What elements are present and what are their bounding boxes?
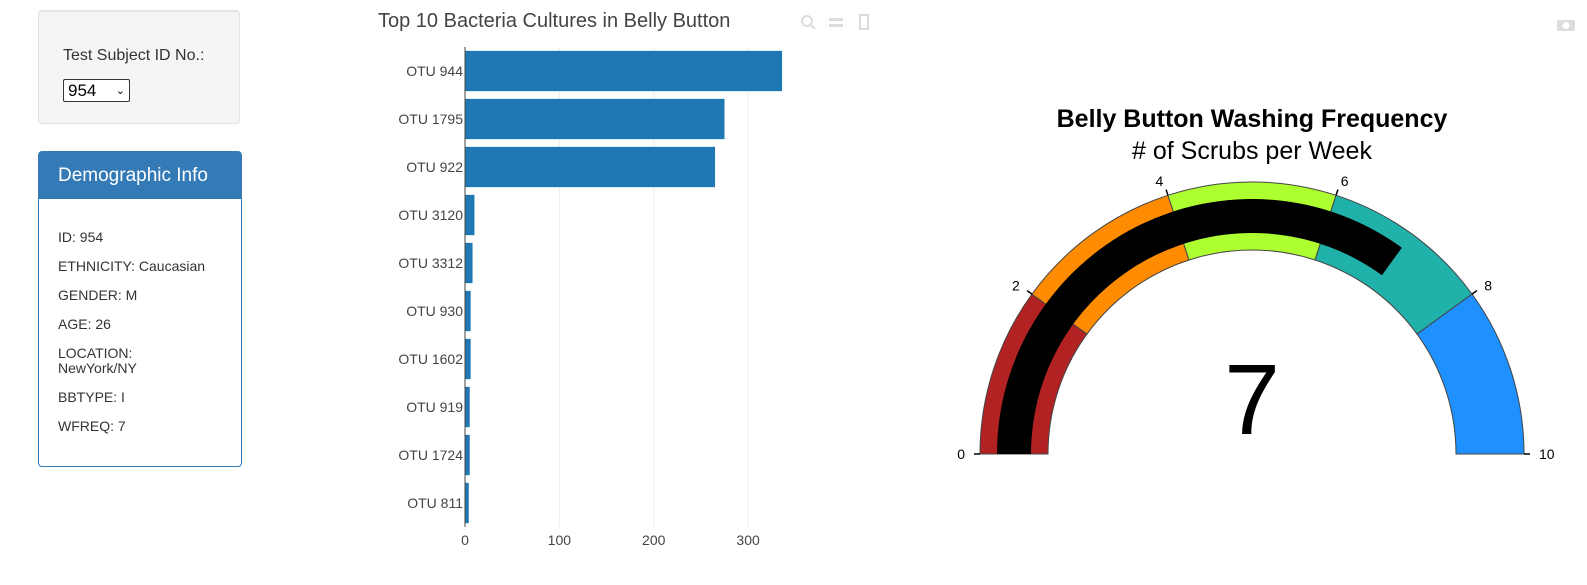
gauge-subtitle: # of Scrubs per Week: [1132, 137, 1372, 165]
demographic-panel: Demographic Info ID: 954 ETHNICITY: Cauc…: [38, 151, 242, 467]
gauge-tick-label: 10: [1539, 446, 1555, 462]
bar-category-label: OTU 3312: [398, 255, 463, 271]
bar-category-label: OTU 811: [407, 495, 463, 511]
gauge-tick-label: 2: [1012, 277, 1020, 293]
download-icon[interactable]: [856, 14, 872, 30]
subject-id-label: Test Subject ID No.:: [63, 47, 205, 64]
gauge-value-number: 7: [1224, 344, 1280, 456]
bar-mark[interactable]: [465, 434, 470, 476]
bar-category-label: OTU 1724: [398, 447, 463, 463]
camera-icon[interactable]: [1556, 16, 1576, 32]
bar-category-label: OTU 1795: [398, 111, 463, 127]
bar-category-label: OTU 3120: [398, 207, 463, 223]
bar-chart-title: Top 10 Bacteria Cultures in Belly Button: [378, 10, 730, 32]
bar-mark[interactable]: [465, 98, 725, 140]
demo-bbtype: BBTYPE: I: [58, 389, 125, 405]
gauge-title: Belly Button Washing Frequency: [1057, 105, 1448, 133]
demographic-panel-title: Demographic Info: [39, 152, 241, 199]
bar-mark[interactable]: [465, 50, 783, 92]
bar-chart: Top 10 Bacteria Cultures in Belly Button…: [378, 10, 783, 548]
gauge-value-bar: [997, 199, 1402, 454]
gauge-ticks: 0 2 4 6 8 10: [957, 173, 1555, 462]
bar-mark[interactable]: [465, 146, 716, 188]
gauge-tick-label: 8: [1484, 277, 1492, 293]
gauge-tick-label: 0: [957, 446, 965, 462]
subject-id-select[interactable]: 954 ⌄: [63, 79, 130, 102]
bar-category-label: OTU 922: [406, 159, 463, 175]
gauge-tick-label: 4: [1156, 173, 1164, 189]
gauge-tick-mark: [1471, 289, 1478, 295]
subject-id-selected-value: 954: [68, 80, 97, 100]
bar-mark[interactable]: [465, 194, 475, 236]
bar-category-label: OTU 944: [406, 63, 463, 79]
gauge-value-arc: [997, 199, 1402, 454]
bar-chart-y-labels: OTU 944 OTU 1795 OTU 922 OTU 3120 OTU 3312 OT…: [398, 63, 463, 511]
bar-chart-x-labels: 0 100 200 300: [461, 532, 760, 548]
gauge-tick-mark: [1165, 189, 1169, 196]
bar-mark[interactable]: [465, 338, 471, 380]
bar-mark[interactable]: [465, 290, 471, 332]
demo-ethnicity: ETHNICITY: Caucasian: [58, 258, 206, 274]
pan-icon[interactable]: [828, 14, 844, 30]
bar-mark[interactable]: [465, 482, 469, 524]
bar-category-label: OTU 1602: [398, 351, 463, 367]
demo-gender: GENDER: M: [58, 287, 138, 303]
gauge-tick-mark: [1026, 289, 1033, 295]
bar-category-label: OTU 919: [406, 399, 463, 415]
bar-x-tick-label: 300: [736, 532, 760, 548]
demo-wfreq: WFREQ: 7: [58, 418, 126, 434]
demo-age: AGE: 26: [58, 316, 111, 332]
bar-x-tick-label: 200: [642, 532, 666, 548]
gauge-tick-label: 6: [1341, 173, 1349, 189]
gauge-chart: Belly Button Washing Frequency # of Scru…: [957, 105, 1555, 462]
demo-location: LOCATION: NewYork/NY: [58, 345, 137, 376]
demo-id: ID: 954: [58, 229, 104, 245]
bar-mark[interactable]: [465, 386, 470, 428]
gauge-tick-mark: [1335, 189, 1339, 196]
bar-mark[interactable]: [465, 242, 473, 284]
zoom-icon[interactable]: [800, 14, 816, 30]
demographic-panel-body: ID: 954 ETHNICITY: Caucasian GENDER: M A…: [39, 199, 241, 434]
bar-x-tick-label: 100: [548, 532, 572, 548]
subject-selector-well: Test Subject ID No.: 954 ⌄: [38, 10, 240, 124]
bar-x-tick-label: 0: [461, 532, 469, 548]
bar-chart-bars: [465, 50, 783, 524]
chevron-down-icon: ⌄: [115, 85, 125, 97]
chart-modebar[interactable]: [800, 14, 872, 30]
bar-category-label: OTU 930: [406, 303, 463, 319]
